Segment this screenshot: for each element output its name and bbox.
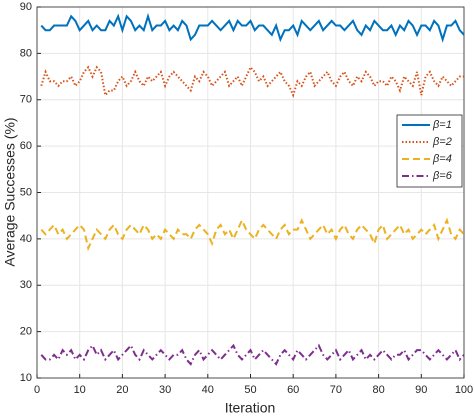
y-tick-label: 10 (20, 372, 32, 384)
legend-label: β=6 (432, 170, 453, 182)
x-tick-label: 30 (159, 384, 171, 396)
legend-label: β=1 (432, 119, 452, 131)
y-tick-label: 20 (20, 326, 32, 338)
x-tick-label: 40 (202, 384, 214, 396)
data-line (40, 12, 465, 43)
legend-label: β=2 (432, 136, 452, 148)
x-tick-label: 60 (287, 384, 299, 396)
x-tick-label: 50 (244, 384, 256, 396)
x-tick-label: 100 (455, 384, 473, 396)
y-tick-label: 30 (20, 279, 32, 291)
x-tick-label: 0 (34, 384, 40, 396)
y-tick-label: 80 (20, 47, 32, 59)
y-tick-label: 50 (20, 186, 32, 198)
x-tick-label: 70 (330, 384, 342, 396)
y-tick-label: 60 (20, 140, 32, 152)
x-tick-label: 90 (415, 384, 427, 396)
plot-frame (36, 6, 465, 379)
x-tick-label: 10 (74, 384, 86, 396)
legend-label: β=4 (432, 153, 452, 165)
y-axis-label: Average Successes (%) (2, 117, 18, 266)
x-axis-label: Iteration (225, 400, 276, 416)
data-line (40, 217, 465, 252)
y-tick-label: 90 (20, 1, 32, 13)
data-line (40, 65, 464, 98)
data-line (40, 343, 465, 366)
y-tick-label: 40 (20, 233, 32, 245)
y-tick-label: 70 (20, 94, 32, 106)
x-tick-label: 80 (372, 384, 384, 396)
x-tick-label: 20 (116, 384, 128, 396)
